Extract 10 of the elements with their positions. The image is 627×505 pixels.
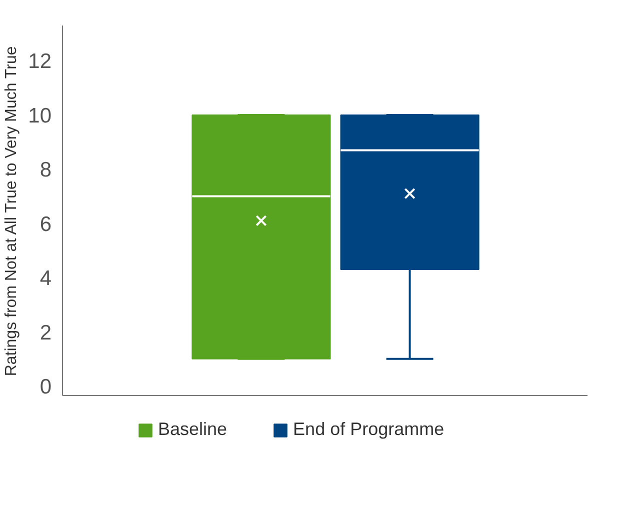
legend-label: Baseline [158,419,228,440]
y-tick-label: 0 [40,376,52,399]
y-tick-label: 10 [28,104,52,128]
y-axis-title: Ratings from Not at All True to Very Much True [3,46,20,376]
y-tick-label: 4 [40,267,52,290]
y-tick-label: 6 [40,212,52,236]
y-tick-label: 8 [40,158,52,182]
y-tick-label: 2 [40,321,52,344]
legend-label: End of Programme [293,419,444,440]
y-tick-label: 12 [28,50,52,74]
